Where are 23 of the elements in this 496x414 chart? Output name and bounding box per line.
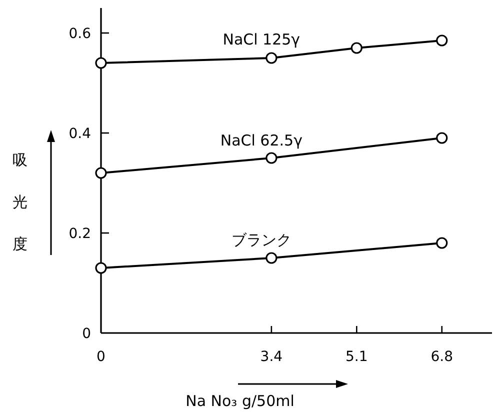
x-tick-label: 3.4 [260,349,283,365]
x-tick-label: 0 [96,349,106,365]
point [95,167,107,179]
text: 吸光度 [12,151,28,253]
series-label: NaCl 62.5γ [220,132,303,150]
point [95,57,107,69]
y-tick-label: 0 [82,326,91,342]
point [436,132,448,144]
series-label: ブランク [231,231,292,249]
x-axis-title: Na No₃ g/50ml [186,392,294,410]
point [266,152,278,164]
y-tick-label: 0.6 [68,26,92,42]
x-tick-label: 5.1 [346,349,368,365]
point [436,34,448,46]
series-label: NaCl 125γ [222,30,300,48]
y-tick-label: 0.4 [68,126,92,142]
point [95,262,107,274]
point [350,42,362,54]
x-tick-label: 6.8 [430,349,454,365]
point [436,237,448,249]
point [266,252,278,264]
point [266,52,278,64]
y-tick-label: 0.2 [68,226,91,242]
